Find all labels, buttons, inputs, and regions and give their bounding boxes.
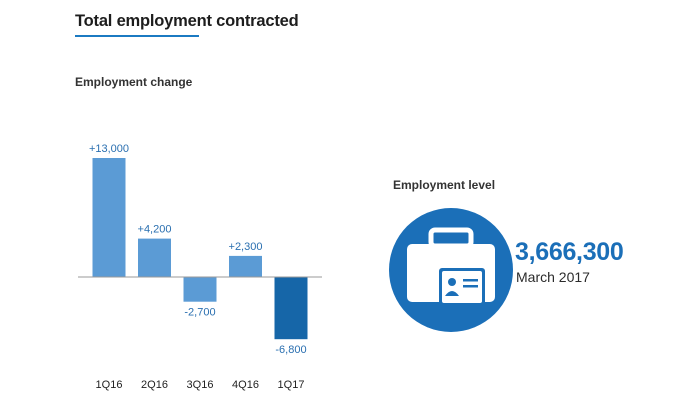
data-label-2q16: +4,200 [138, 224, 172, 236]
chart-title: Employment change [75, 75, 193, 89]
data-labels-group: +13,000 +4,200 -2,700 +2,300 -6,800 [89, 143, 307, 356]
briefcase-id-card-icon [389, 208, 513, 332]
title-underline [75, 35, 199, 37]
data-label-4q16: +2,300 [229, 241, 263, 253]
tick-labels-group: 1Q16 2Q16 3Q16 4Q16 1Q17 [96, 379, 305, 391]
bar-1q17 [274, 277, 308, 340]
data-label-3q16: -2,700 [184, 307, 215, 319]
employment-level-date: March 2017 [516, 269, 590, 285]
tick-label-1q16: 1Q16 [96, 379, 123, 391]
bars-group [92, 158, 308, 340]
tick-label-4q16: 4Q16 [232, 379, 259, 391]
data-label-1q17: -6,800 [275, 344, 306, 356]
tick-label-2q16: 2Q16 [141, 379, 168, 391]
tick-label-1q17: 1Q17 [278, 379, 305, 391]
employment-level-label: Employment level [393, 178, 496, 192]
tick-label-3q16: 3Q16 [187, 379, 214, 391]
bar-1q16 [92, 158, 126, 277]
bar-4q16 [229, 255, 262, 277]
bar-2q16 [138, 238, 171, 277]
data-label-1q16: +13,000 [89, 143, 129, 155]
employment-level-value: 3,666,300 [515, 238, 624, 266]
bar-3q16 [183, 277, 217, 302]
page-title: Total employment contracted [75, 12, 299, 30]
